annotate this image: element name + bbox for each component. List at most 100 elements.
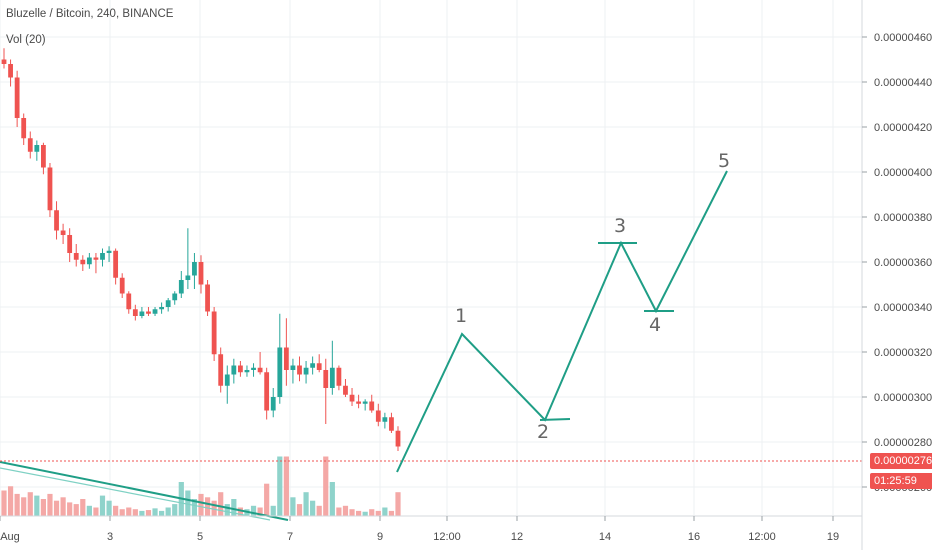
- candle-body: [60, 230, 66, 235]
- candle-body: [356, 401, 361, 404]
- volume-bar: [159, 510, 165, 516]
- volume-bar: [93, 507, 99, 516]
- candle-body: [251, 367, 256, 370]
- candle-body: [224, 374, 230, 386]
- candle-body: [73, 253, 79, 260]
- trendline-dark: [0, 461, 289, 521]
- volume-bar: [270, 505, 276, 516]
- wave-label: 1: [455, 305, 467, 327]
- volume-bar: [191, 499, 198, 516]
- volume-bar: [126, 507, 132, 516]
- volume-bar: [349, 509, 355, 516]
- volume-bar: [198, 493, 204, 516]
- price-tick-label: 0.00000460: [874, 32, 932, 44]
- candle-body: [270, 397, 276, 411]
- time-scale[interactable]: Aug 3 5 7 9 12:00 12 14 16 12:00 19: [0, 515, 862, 543]
- candle-body: [93, 257, 99, 260]
- volume-bar: [211, 500, 217, 516]
- time-tick-label: 14: [599, 531, 611, 543]
- wave-label: 3: [614, 215, 626, 237]
- time-tick-label: Aug: [0, 531, 20, 543]
- volume-bar: [231, 499, 237, 516]
- price-tick-label: 0.00000360: [874, 257, 932, 269]
- volume-bar: [47, 493, 53, 516]
- volume-bar: [303, 492, 309, 516]
- time-tick-label: 7: [287, 531, 293, 543]
- candle-body: [205, 284, 210, 312]
- candle-body: [362, 401, 368, 404]
- candle-body: [146, 311, 151, 314]
- volume-bar: [316, 505, 322, 516]
- price-tick-label: 0.00000420: [874, 122, 932, 134]
- price-tick-label: 0.00000400: [874, 167, 932, 179]
- candle-body: [198, 262, 204, 285]
- volume-indicator-label[interactable]: Vol (20): [6, 34, 46, 46]
- candle-body: [349, 394, 355, 402]
- volume-bar: [369, 509, 375, 516]
- volume-bar: [172, 504, 178, 516]
- candle-body: [244, 370, 250, 373]
- candle-body: [395, 430, 401, 447]
- volume-bar: [218, 492, 224, 516]
- volume-bar: [14, 493, 20, 516]
- time-tick-label: 9: [377, 531, 383, 543]
- candle-body: [67, 235, 73, 253]
- candle-body: [283, 347, 289, 370]
- volume-bar: [342, 505, 349, 516]
- volume-bar: [99, 495, 106, 516]
- wave-path: [396, 170, 728, 473]
- time-tick-label: 3: [107, 531, 113, 543]
- candle-body: [264, 372, 270, 411]
- volume-bar: [27, 492, 33, 516]
- candle-body: [14, 77, 20, 118]
- candle-body: [126, 293, 132, 310]
- volume-bar: [336, 507, 342, 516]
- candle-body: [86, 257, 92, 265]
- volume-bar: [106, 500, 112, 516]
- volume-bar: [67, 502, 73, 516]
- candle-body: [159, 307, 164, 310]
- wave-tick: [539, 418, 571, 421]
- candle-body: [178, 280, 184, 294]
- candle-body: [310, 363, 316, 368]
- candle-body: [47, 167, 53, 211]
- candle-body: [80, 259, 86, 265]
- candle-body: [113, 250, 119, 278]
- volume-bar: [21, 497, 27, 516]
- candle-body: [119, 277, 125, 294]
- candle-body: [34, 145, 40, 152]
- volume-trendlines: [0, 460, 862, 521]
- candle-body: [303, 367, 309, 375]
- time-tick-label: 16: [688, 531, 700, 543]
- volume-bar: [264, 483, 270, 516]
- candle-body: [238, 365, 243, 373]
- volume-bar: [224, 504, 230, 516]
- volume-bar: [388, 510, 395, 516]
- volume-bar: [290, 497, 296, 516]
- price-tick-label: 0.00000320: [874, 347, 932, 359]
- volume-bar: [250, 505, 257, 516]
- volume-bar: [362, 511, 368, 516]
- volume-bar: [283, 456, 289, 516]
- candle-body: [290, 365, 296, 370]
- elliott-wave-drawing[interactable]: 1 2 3 4 5: [396, 150, 730, 473]
- wave-label: 2: [537, 421, 549, 443]
- candle-body: [192, 262, 197, 276]
- volume-bar: [323, 456, 329, 516]
- volume-bar: [80, 499, 86, 516]
- wave-label: 4: [649, 314, 661, 336]
- volume-bar: [152, 508, 158, 516]
- last-price-label: 0.00000276: [870, 453, 932, 469]
- chart-grid: [0, 0, 862, 515]
- wave-label: 5: [718, 150, 730, 172]
- volume-bar: [329, 482, 335, 516]
- volume-bar: [310, 500, 316, 516]
- time-tick-label: 19: [827, 531, 839, 543]
- candle-body: [231, 365, 237, 375]
- volume-bar: [119, 509, 125, 516]
- volume-bar: [60, 497, 66, 516]
- candle-body: [257, 367, 263, 373]
- volume-bar: [296, 504, 303, 516]
- candle-body: [152, 309, 158, 314]
